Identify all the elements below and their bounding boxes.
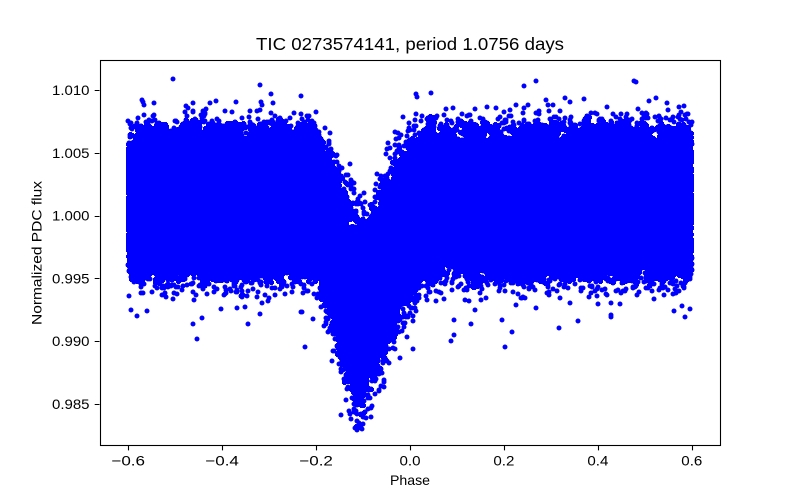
svg-text:0.985: 0.985 bbox=[52, 396, 90, 412]
svg-text:Phase: Phase bbox=[390, 472, 430, 488]
svg-text:0.990: 0.990 bbox=[52, 333, 90, 349]
svg-text:0.0: 0.0 bbox=[400, 453, 421, 469]
svg-text:−0.6: −0.6 bbox=[111, 453, 145, 469]
svg-text:0.995: 0.995 bbox=[52, 270, 90, 286]
svg-text:TIC 0273574141, period 1.0756: TIC 0273574141, period 1.0756 days bbox=[256, 35, 564, 54]
svg-text:0.4: 0.4 bbox=[587, 453, 608, 469]
svg-text:−0.2: −0.2 bbox=[299, 453, 333, 469]
svg-text:0.2: 0.2 bbox=[493, 453, 514, 469]
svg-text:1.005: 1.005 bbox=[52, 145, 90, 161]
svg-text:−0.4: −0.4 bbox=[205, 453, 239, 469]
svg-text:0.6: 0.6 bbox=[681, 453, 702, 469]
svg-text:Normalized PDC flux: Normalized PDC flux bbox=[28, 181, 44, 325]
svg-text:1.010: 1.010 bbox=[52, 82, 90, 98]
svg-text:1.000: 1.000 bbox=[52, 208, 90, 224]
